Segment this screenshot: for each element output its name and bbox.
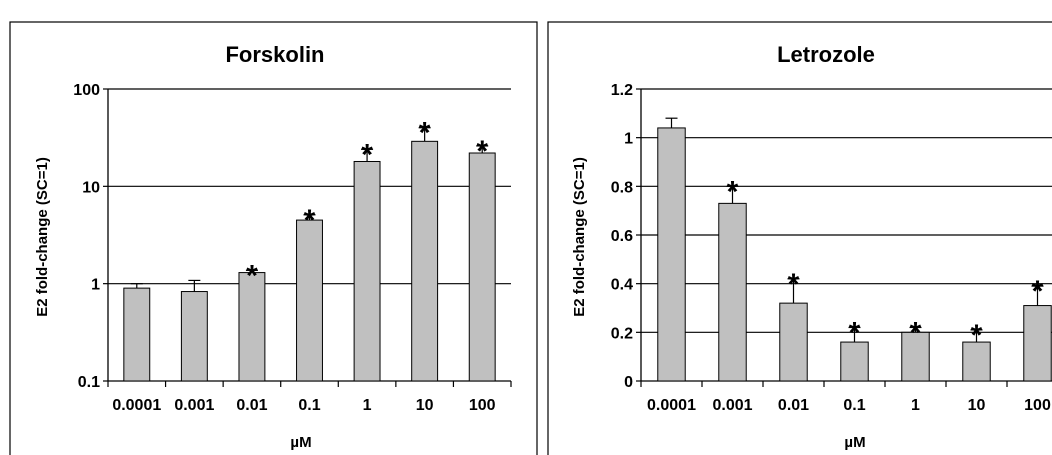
bar [180,291,208,382]
significance-marker: * [419,117,431,150]
plot-area: 0 0.2 0.4 0.6 0.8 1 1.2 0.0001 * 0.001 * 0.01 * 0.1 * 1… [611,82,1052,414]
y-tick-label: 0.8 [611,179,633,196]
bar [840,341,869,382]
bar [779,302,808,382]
bar [901,331,930,382]
x-tick-label: 10 [416,397,434,414]
y-tick-label: 1 [91,277,100,294]
y-tick-label: 1.2 [611,82,633,99]
chart-title: Forskolin [225,42,324,67]
significance-marker: * [476,135,488,168]
significance-marker: * [304,204,316,237]
chart-title: Letrozole [777,42,875,67]
bar [1023,305,1052,382]
x-tick-label: 0.001 [712,397,752,414]
y-tick-label: 0.4 [611,277,633,294]
y-tick-label: 10 [82,179,100,196]
x-tick-label: 0.01 [778,397,809,414]
bar [353,160,381,382]
y-tick-label: 0.6 [611,228,633,245]
x-tick-label: 100 [469,397,496,414]
y-tick-label: 0.1 [78,374,100,391]
y-axis-label: E2 fold-change (SC=1) [571,157,588,317]
x-tick-label: 0.0001 [112,397,161,414]
x-tick-label: 0.001 [174,397,214,414]
x-tick-label: 0.01 [236,397,267,414]
x-tick-label: 0.1 [298,397,320,414]
x-tick-label: 0.0001 [647,397,696,414]
chart-border [547,21,1052,455]
significance-marker: * [361,138,373,171]
bar [718,202,747,382]
x-tick-label: 10 [968,397,986,414]
y-tick-label: 1 [624,131,633,148]
bar [962,341,991,382]
x-axis-label: µM [844,434,865,451]
bar [296,219,323,382]
bar [238,272,266,382]
bar [411,140,439,382]
bar [468,152,496,382]
y-tick-label: 0 [624,374,633,391]
x-tick-label: 0.1 [843,397,865,414]
significance-marker: * [1032,275,1044,308]
letrozole-chart: Letrozole E2 fold-change (SC=1) µM 00.20… [547,21,1052,455]
y-axis-label: E2 fold-change (SC=1) [34,157,51,317]
plot-area: 0.1 1 10 100 0.0001 0.001 * 0.01 * 0.1 * 1 * 10 * 100 [73,82,512,414]
bar [657,127,686,382]
x-tick-label: 1 [363,397,372,414]
chart-border [9,21,538,455]
significance-marker: * [246,259,258,292]
x-tick-label: 1 [911,397,920,414]
forskolin-chart: Forskolin E2 fold-change (SC=1) µM 0.1 1 1… [9,21,538,455]
significance-marker: * [849,316,861,349]
significance-marker: * [971,319,983,352]
bar [123,287,151,382]
x-axis-label: µM [290,434,311,451]
y-tick-label: 0.2 [611,325,633,342]
y-tick-label: 100 [73,82,100,99]
significance-marker: * [788,268,800,301]
significance-marker: * [727,175,739,208]
significance-marker: * [910,316,922,349]
x-tick-label: 100 [1024,397,1051,414]
